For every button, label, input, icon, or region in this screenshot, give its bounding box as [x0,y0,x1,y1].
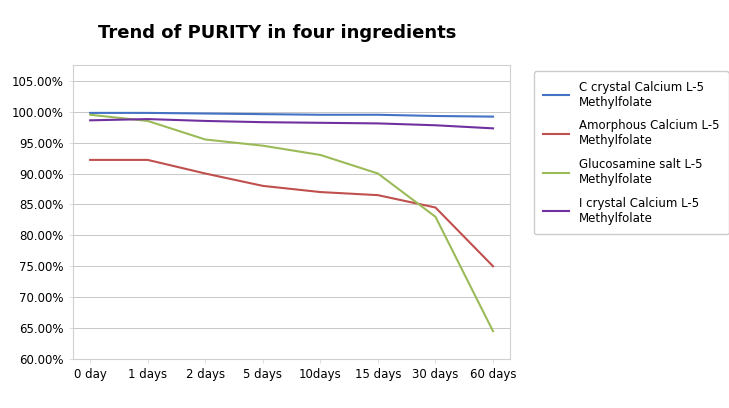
I crystal Calcium L-5
Methylfolate [431,123,440,128]
Glucosamine salt L-5
Methylfolate [86,112,95,117]
Glucosamine salt L-5
Methylfolate [201,137,210,142]
Line: Amorphous Calcium L-5
Methylfolate: Amorphous Calcium L-5 Methylfolate [90,160,493,266]
Amorphous Calcium L-5
Methylfolate [373,193,382,197]
Amorphous Calcium L-5
Methylfolate [431,205,440,210]
Legend: C crystal Calcium L-5
Methylfolate, Amorphous Calcium L-5
Methylfolate, Glucosam: C crystal Calcium L-5 Methylfolate, Amor… [534,71,728,234]
Glucosamine salt L-5
Methylfolate [144,118,152,123]
Glucosamine salt L-5
Methylfolate [488,329,497,334]
Line: Glucosamine salt L-5
Methylfolate: Glucosamine salt L-5 Methylfolate [90,115,493,331]
Text: Trend of PURITY in four ingredients: Trend of PURITY in four ingredients [98,24,456,42]
Amorphous Calcium L-5
Methylfolate [259,184,268,188]
C crystal Calcium L-5
Methylfolate [86,111,95,115]
Glucosamine salt L-5
Methylfolate [373,171,382,176]
I crystal Calcium L-5
Methylfolate [373,121,382,126]
C crystal Calcium L-5
Methylfolate [373,112,382,117]
I crystal Calcium L-5
Methylfolate [86,118,95,123]
Glucosamine salt L-5
Methylfolate [431,214,440,219]
Glucosamine salt L-5
Methylfolate [316,153,324,157]
I crystal Calcium L-5
Methylfolate [488,126,497,131]
C crystal Calcium L-5
Methylfolate [259,112,268,117]
C crystal Calcium L-5
Methylfolate [431,113,440,118]
C crystal Calcium L-5
Methylfolate [488,114,497,119]
Amorphous Calcium L-5
Methylfolate [86,157,95,162]
Line: C crystal Calcium L-5
Methylfolate: C crystal Calcium L-5 Methylfolate [90,113,493,117]
Line: I crystal Calcium L-5
Methylfolate: I crystal Calcium L-5 Methylfolate [90,119,493,129]
Amorphous Calcium L-5
Methylfolate [201,171,210,176]
I crystal Calcium L-5
Methylfolate [259,120,268,124]
I crystal Calcium L-5
Methylfolate [144,117,152,122]
C crystal Calcium L-5
Methylfolate [201,111,210,116]
C crystal Calcium L-5
Methylfolate [144,111,152,115]
Amorphous Calcium L-5
Methylfolate [144,157,152,162]
Amorphous Calcium L-5
Methylfolate [316,190,324,195]
Amorphous Calcium L-5
Methylfolate [488,264,497,269]
C crystal Calcium L-5
Methylfolate [316,112,324,117]
I crystal Calcium L-5
Methylfolate [201,118,210,123]
Glucosamine salt L-5
Methylfolate [259,143,268,148]
I crystal Calcium L-5
Methylfolate [316,120,324,125]
